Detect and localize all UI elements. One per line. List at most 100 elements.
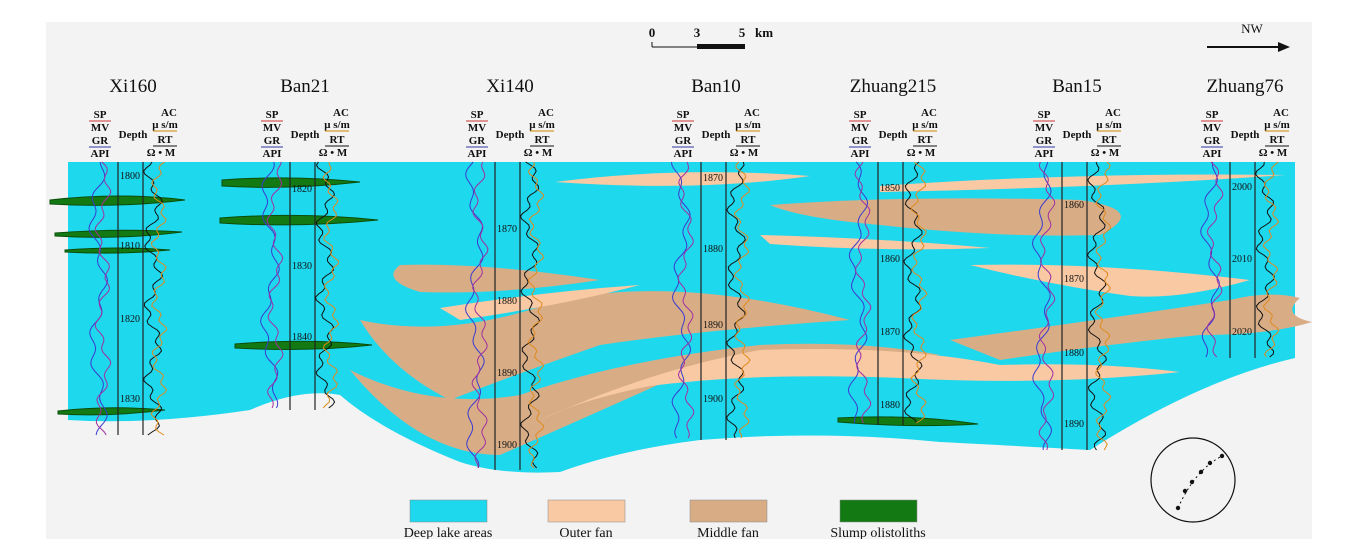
- legend-swatch: [690, 500, 767, 522]
- depth-mark: 1900: [703, 394, 723, 405]
- log-unit: API: [263, 148, 282, 160]
- log-label: SP: [266, 109, 279, 121]
- log-unit: μ s/m: [529, 119, 555, 131]
- log-unit: Ω • M: [1259, 147, 1288, 159]
- log-label: RT: [1102, 134, 1118, 146]
- legend-label: Middle fan: [697, 526, 759, 539]
- log-label: GR: [675, 135, 693, 147]
- legend-swatch: [548, 500, 625, 522]
- depth-mark: 1850: [880, 183, 900, 194]
- depth-mark: 1880: [1064, 348, 1084, 359]
- depth-mark: 1820: [292, 184, 312, 195]
- depth-label: Depth: [702, 129, 731, 141]
- scale-unit: km: [755, 25, 773, 40]
- depth-mark: 1870: [1064, 274, 1084, 285]
- log-label: RT: [918, 134, 934, 146]
- log-unit: API: [91, 148, 110, 160]
- depth-label: Depth: [879, 129, 908, 141]
- log-unit: MV: [851, 122, 869, 134]
- log-unit: Ω • M: [907, 147, 936, 159]
- depth-mark: 1800: [120, 171, 140, 182]
- log-unit: MV: [1203, 122, 1221, 134]
- log-label: SP: [677, 109, 690, 121]
- depth-mark: 1890: [1064, 419, 1084, 430]
- log-unit: Ω • M: [524, 147, 553, 159]
- log-unit: MV: [674, 122, 692, 134]
- log-label: RT: [330, 134, 346, 146]
- depth-mark: 1870: [880, 327, 900, 338]
- legend-label: Slump olistoliths: [830, 526, 925, 539]
- scale-tick: 3: [694, 25, 701, 40]
- well-name: Xi160: [109, 76, 157, 97]
- well-name: Zhuang215: [850, 76, 937, 97]
- log-label: AC: [333, 107, 349, 119]
- legend-label: Deep lake areas: [404, 526, 493, 539]
- log-label: GR: [92, 135, 110, 147]
- depth-mark: 1840: [292, 332, 312, 343]
- depth-label: Depth: [119, 129, 148, 141]
- depth-label: Depth: [291, 129, 320, 141]
- depth-mark: 2010: [1232, 254, 1252, 265]
- log-unit: Ω • M: [730, 147, 759, 159]
- log-label: GR: [1036, 135, 1054, 147]
- depth-mark: 1880: [497, 296, 517, 307]
- log-label: SP: [854, 109, 867, 121]
- well-name: Xi140: [486, 76, 534, 97]
- cross-section: Xi160SPMVGRAPIDepthACμ s/mRTΩ • M1800181…: [0, 0, 1356, 539]
- scale-tick: 5: [739, 25, 746, 40]
- legend-swatch: [840, 500, 917, 522]
- depth-mark: 1890: [703, 320, 723, 331]
- depth-mark: 1880: [703, 244, 723, 255]
- log-label: SP: [1206, 109, 1219, 121]
- log-label: RT: [1270, 134, 1286, 146]
- depth-mark: 1860: [1064, 200, 1084, 211]
- well-name: Ban15: [1052, 76, 1102, 97]
- log-label: AC: [538, 107, 554, 119]
- log-unit: Ω • M: [319, 147, 348, 159]
- legend-label: Outer fan: [559, 526, 612, 539]
- log-unit: Ω • M: [1091, 147, 1120, 159]
- depth-mark: 1820: [120, 314, 140, 325]
- log-label: SP: [1038, 109, 1051, 121]
- depth-mark: 1860: [880, 254, 900, 265]
- depth-mark: 1880: [880, 400, 900, 411]
- log-label: GR: [1204, 135, 1222, 147]
- log-unit: API: [674, 148, 693, 160]
- legend-swatch: [410, 500, 487, 522]
- log-unit: μ s/m: [1096, 119, 1122, 131]
- log-label: SP: [94, 109, 107, 121]
- depth-mark: 1830: [120, 394, 140, 405]
- depth-mark: 2000: [1232, 182, 1252, 193]
- log-label: SP: [471, 109, 484, 121]
- log-unit: μ s/m: [735, 119, 761, 131]
- depth-label: Depth: [496, 129, 525, 141]
- log-label: RT: [158, 134, 174, 146]
- log-label: RT: [741, 134, 757, 146]
- depth-mark: 1830: [292, 261, 312, 272]
- log-unit: API: [468, 148, 487, 160]
- log-unit: MV: [1035, 122, 1053, 134]
- depth-mark: 1890: [497, 368, 517, 379]
- scale-tick: 0: [649, 25, 656, 40]
- depth-mark: 1900: [497, 440, 517, 451]
- well-name: Zhuang76: [1206, 76, 1283, 97]
- log-unit: μ s/m: [324, 119, 350, 131]
- log-unit: API: [851, 148, 870, 160]
- well-name: Ban21: [280, 76, 330, 97]
- log-unit: MV: [91, 122, 109, 134]
- depth-mark: 1810: [120, 241, 140, 252]
- log-unit: μ s/m: [1264, 119, 1290, 131]
- depth-mark: 1870: [703, 173, 723, 184]
- log-unit: MV: [263, 122, 281, 134]
- log-unit: μ s/m: [912, 119, 938, 131]
- log-unit: μ s/m: [152, 119, 178, 131]
- log-label: GR: [852, 135, 870, 147]
- log-label: AC: [921, 107, 937, 119]
- log-label: AC: [744, 107, 760, 119]
- log-unit: API: [1035, 148, 1054, 160]
- log-label: GR: [264, 135, 282, 147]
- log-unit: API: [1203, 148, 1222, 160]
- depth-label: Depth: [1063, 129, 1092, 141]
- depth-mark: 1870: [497, 224, 517, 235]
- log-unit: Ω • M: [147, 147, 176, 159]
